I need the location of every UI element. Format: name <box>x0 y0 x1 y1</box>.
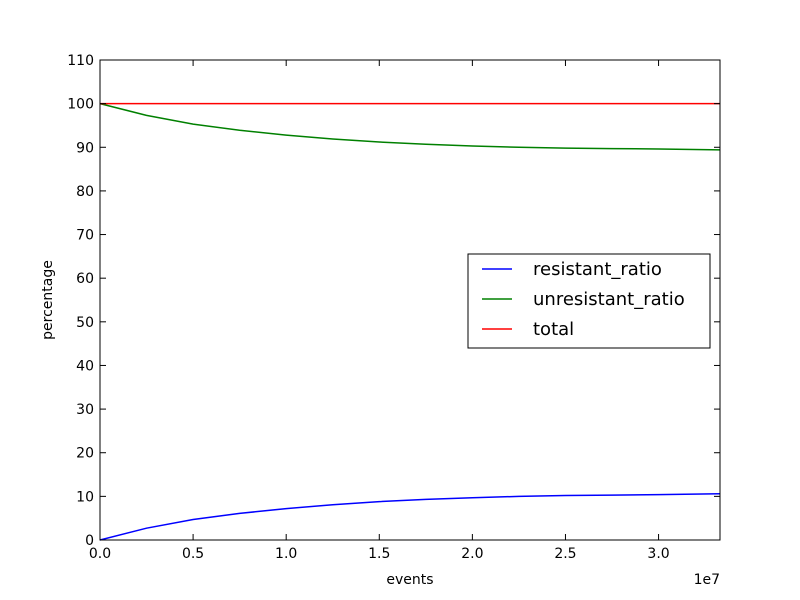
y-tick-label: 20 <box>76 446 94 462</box>
x-axis-label: events <box>386 572 433 588</box>
y-tick-label: 30 <box>76 402 94 418</box>
y-axis-ticks: 0 10 20 30 40 50 60 70 80 90 100 110 <box>67 53 720 549</box>
x-tick-label: 2.5 <box>554 546 576 562</box>
series-line-resistant-ratio <box>99 492 721 541</box>
x-tick-label: 0.5 <box>182 546 204 562</box>
series-layer <box>99 102 721 541</box>
y-tick-label: 110 <box>67 53 94 69</box>
y-tick-label: 80 <box>76 184 94 200</box>
y-axis-label: percentage <box>40 260 56 340</box>
legend-label: unresistant_ratio <box>533 289 685 310</box>
y-tick-label: 70 <box>76 228 94 244</box>
x-tick-label: 1.5 <box>368 546 390 562</box>
x-tick-label: 3.0 <box>647 546 669 562</box>
y-tick-label: 10 <box>76 489 94 505</box>
y-tick-label: 40 <box>76 358 94 374</box>
legend-label: total <box>533 319 574 340</box>
legend-label: resistant_ratio <box>533 259 662 280</box>
y-tick-label: 60 <box>76 271 94 287</box>
x-axis-ticks: 0.0 0.5 1.0 1.5 2.0 2.5 3.0 <box>89 60 670 562</box>
y-tick-label: 50 <box>76 315 94 331</box>
y-tick-label: 90 <box>76 140 94 156</box>
series-line-unresistant-ratio <box>99 102 721 151</box>
y-tick-label: 100 <box>67 97 94 113</box>
x-tick-label: 2.0 <box>461 546 483 562</box>
x-axis-offset-label: 1e7 <box>694 572 720 588</box>
x-tick-label: 0.0 <box>89 546 111 562</box>
x-tick-label: 1.0 <box>275 546 297 562</box>
y-tick-label: 0 <box>85 533 94 549</box>
plot-frame <box>99 59 721 541</box>
